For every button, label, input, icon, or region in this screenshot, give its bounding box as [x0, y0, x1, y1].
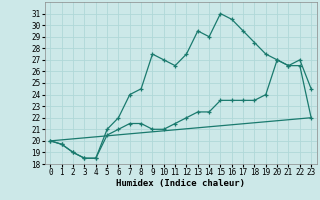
X-axis label: Humidex (Indice chaleur): Humidex (Indice chaleur): [116, 179, 245, 188]
